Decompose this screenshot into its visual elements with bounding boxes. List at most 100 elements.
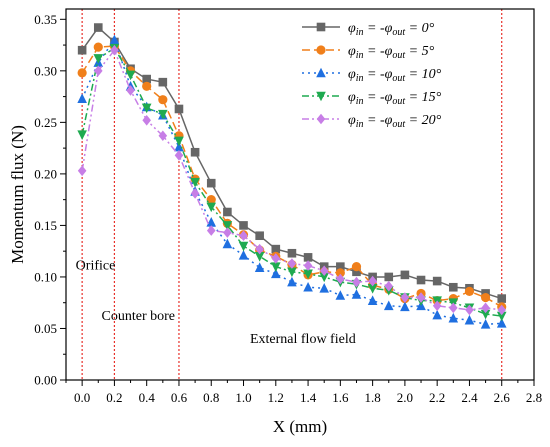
data-point <box>287 276 297 287</box>
x-tick-label: 0.0 <box>74 390 90 405</box>
annotation-label: Counter bore <box>102 309 175 324</box>
data-point <box>400 301 410 312</box>
data-point <box>480 309 491 320</box>
data-point <box>367 295 378 305</box>
data-point <box>352 267 361 277</box>
legend-label: φin = -φout = 20° <box>348 113 442 130</box>
data-point <box>206 202 217 213</box>
data-point <box>432 276 442 286</box>
data-point <box>352 276 361 288</box>
data-point <box>271 244 281 254</box>
data-point <box>351 289 362 299</box>
data-point <box>335 290 346 300</box>
series-layer <box>77 23 507 329</box>
annotation-label: Orifice <box>76 259 116 274</box>
legend-item: φin = -φout = 5° <box>302 44 435 61</box>
x-tick-label: 0.2 <box>106 390 122 405</box>
data-point <box>223 227 232 238</box>
legend-label: φin = -φout = 0° <box>348 21 435 38</box>
data-point <box>239 230 248 242</box>
data-point <box>77 130 87 141</box>
data-point <box>110 44 119 56</box>
data-point <box>93 54 104 64</box>
data-point <box>464 286 475 296</box>
data-point <box>335 268 345 278</box>
data-point <box>206 195 216 205</box>
data-point <box>416 275 426 285</box>
data-point <box>303 269 313 280</box>
data-point <box>400 270 410 280</box>
y-tick-label: 0.00 <box>34 373 57 388</box>
data-point <box>223 207 232 217</box>
legend-marker <box>316 67 326 78</box>
x-tick-label: 2.6 <box>494 390 511 405</box>
x-tick-label: 1.6 <box>332 390 349 405</box>
data-point <box>384 280 394 292</box>
legend-label: φin = -φout = 5° <box>348 44 435 61</box>
y-tick-label: 0.25 <box>34 115 57 130</box>
data-point <box>174 136 184 147</box>
series-4 <box>77 44 507 316</box>
legend-label: φin = -φout = 15° <box>348 90 442 107</box>
data-point <box>158 109 168 120</box>
data-point <box>303 253 313 262</box>
data-point <box>449 282 458 292</box>
data-point <box>287 258 297 269</box>
data-point <box>206 178 216 188</box>
data-point <box>480 319 491 329</box>
data-point <box>497 294 507 303</box>
data-point <box>93 65 103 77</box>
data-point <box>93 42 103 52</box>
x-axis-title: X (mm) <box>273 417 327 436</box>
x-tick-label: 2.8 <box>526 390 542 405</box>
data-point <box>174 150 184 161</box>
data-point <box>77 68 87 78</box>
legend-item: φin = -φout = 0° <box>302 21 435 38</box>
y-tick-label: 0.15 <box>34 218 57 233</box>
data-point <box>481 302 490 314</box>
data-point <box>303 260 313 271</box>
x-tick-label: 1.0 <box>235 390 251 405</box>
data-point <box>303 281 313 292</box>
data-point <box>142 115 151 126</box>
data-point <box>174 141 184 152</box>
y-axis-title: Momentum flux (N) <box>8 125 27 264</box>
data-point <box>77 93 87 103</box>
x-tick-label: 0.4 <box>139 390 156 405</box>
data-point <box>319 282 330 293</box>
data-point <box>174 104 184 114</box>
annotation-label: External flow field <box>250 332 356 347</box>
x-tick-label: 1.8 <box>364 390 380 405</box>
data-point <box>270 268 281 279</box>
y-tick-label: 0.05 <box>34 321 57 336</box>
data-point <box>319 272 330 283</box>
data-point <box>432 309 442 320</box>
region-annotations: Orifice Counter bore External flow field <box>76 259 356 347</box>
x-tick-label: 0.6 <box>171 390 188 405</box>
legend-label: φin = -φout = 10° <box>348 67 442 84</box>
x-tick-label: 0.8 <box>203 390 219 405</box>
data-point <box>496 311 507 322</box>
x-tick-label: 2.4 <box>461 390 478 405</box>
data-point <box>142 74 151 84</box>
y-tick-label: 0.10 <box>34 269 57 284</box>
data-point <box>432 300 442 312</box>
series-2 <box>77 34 507 329</box>
data-point <box>287 267 297 278</box>
data-point <box>416 292 426 303</box>
data-point <box>319 265 329 277</box>
data-point <box>239 221 248 230</box>
data-point <box>158 95 168 105</box>
data-point <box>77 45 87 55</box>
data-point <box>271 253 281 264</box>
data-point <box>222 238 233 249</box>
plot-frame <box>65 8 535 381</box>
x-tick-label: 2.2 <box>429 390 445 405</box>
data-point <box>270 262 281 272</box>
data-point <box>255 231 264 241</box>
data-point <box>190 188 200 199</box>
data-point <box>496 318 507 328</box>
x-tick-label: 1.4 <box>300 390 317 405</box>
legend-marker <box>316 22 326 32</box>
